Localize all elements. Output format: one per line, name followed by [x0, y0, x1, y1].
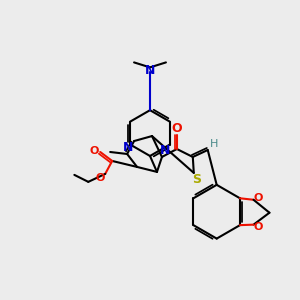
Text: O: O	[254, 222, 263, 232]
Text: O: O	[90, 146, 99, 156]
Text: S: S	[192, 173, 201, 186]
Text: O: O	[254, 193, 263, 203]
Text: O: O	[95, 173, 105, 183]
Text: N: N	[145, 64, 155, 77]
Text: H: H	[209, 139, 218, 149]
Text: O: O	[172, 122, 182, 135]
Text: N: N	[160, 143, 170, 157]
Text: N: N	[123, 140, 133, 154]
